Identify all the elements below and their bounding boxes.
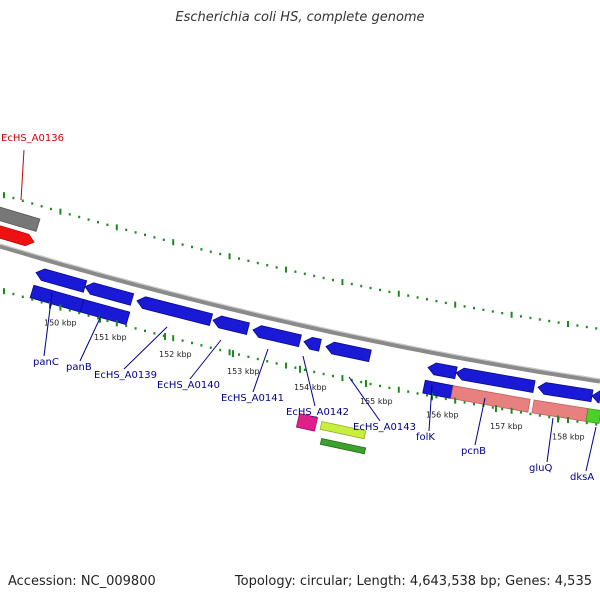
feature-EcHS_A0135-gray[interactable] — [0, 206, 41, 232]
kbp-tick-label: 151 kbp — [94, 333, 127, 342]
gene-label-folk[interactable]: folK — [416, 432, 435, 443]
kbp-tick-label: 157 kbp — [490, 422, 523, 431]
kbp-tick-label: 158 kbp — [552, 432, 585, 441]
misc-feature-lime[interactable] — [319, 421, 367, 440]
kbp-tick-label: 155 kbp — [360, 397, 393, 406]
misc-feature-darkgreen[interactable] — [319, 438, 367, 455]
accession-text: Accession: NC_009800 — [8, 574, 156, 589]
gene-label-echs-a0142[interactable]: EcHS_A0142 — [286, 407, 349, 418]
gene-label-leader — [79, 315, 102, 362]
cds-feature-mid-1[interactable] — [79, 299, 131, 326]
gene-label-echs-a0140[interactable]: EcHS_A0140 — [157, 380, 220, 391]
gene-label-dksa[interactable]: dksA — [570, 472, 594, 483]
feature-EcHS_A0136-red[interactable] — [0, 225, 35, 247]
gene-label-echs-a0143[interactable]: EcHS_A0143 — [353, 422, 416, 433]
gene-label-leader — [43, 292, 53, 357]
cds-feature-top-4[interactable] — [252, 325, 302, 348]
gene-label-echs-a0139[interactable]: EcHS_A0139 — [94, 370, 157, 381]
gene-label-echs-a0136[interactable]: EcHS_A0136 — [1, 133, 64, 144]
gene-label-panb[interactable]: panB — [66, 362, 92, 373]
genome-backbone — [0, 243, 600, 384]
kbp-tick-label: 156 kbp — [426, 410, 459, 419]
gene-label-panc[interactable]: panC — [33, 357, 59, 368]
cds-feature-top-2[interactable] — [136, 296, 214, 326]
cds-feature-top-8[interactable] — [455, 367, 536, 393]
gene-label-leader — [302, 355, 316, 407]
gene-label-leader — [123, 326, 168, 370]
gene-label-gluq[interactable]: gluQ — [529, 463, 552, 474]
outer-tick-ring — [3, 192, 598, 330]
kbp-tick-label: 153 kbp — [227, 367, 260, 376]
gene-label-leader — [348, 376, 381, 422]
cds-feature-top-6[interactable] — [325, 341, 372, 363]
rrna-feature-1[interactable] — [531, 399, 589, 422]
genome-title: Escherichia coli HS, complete genome — [175, 10, 425, 25]
genome-stats-text: Topology: circular; Length: 4,643,538 bp… — [234, 574, 592, 589]
cds-feature-top-3[interactable] — [212, 315, 250, 335]
cds-feature-top-1[interactable] — [84, 282, 135, 306]
gene-label-leader — [252, 348, 269, 393]
cds-feature-top-5[interactable] — [303, 336, 322, 352]
gene-label-pcnb[interactable]: pcnB — [461, 446, 486, 457]
kbp-tick-label: 150 kbp — [44, 319, 77, 328]
rrna-feature-0[interactable] — [450, 385, 531, 413]
gene-label-leader — [20, 149, 25, 201]
gene-label-leader — [585, 426, 597, 472]
gene-label-echs-a0141[interactable]: EcHS_A0141 — [221, 393, 284, 404]
cds-feature-top-10[interactable] — [591, 390, 600, 404]
cds-feature-top-9[interactable] — [537, 382, 594, 403]
feature-layer — [0, 206, 600, 455]
cds-feature-top-7[interactable] — [427, 362, 458, 380]
gene-label-leader — [428, 384, 433, 432]
misc-feature-green-edge[interactable] — [585, 408, 600, 424]
gene-label-leader — [546, 417, 554, 463]
trna-feature[interactable] — [295, 413, 319, 432]
gene-label-leader — [474, 397, 486, 446]
kbp-tick-label: 152 kbp — [159, 350, 192, 359]
genome-backbone-highlight — [0, 243, 600, 380]
gene-label-leader — [189, 339, 222, 380]
